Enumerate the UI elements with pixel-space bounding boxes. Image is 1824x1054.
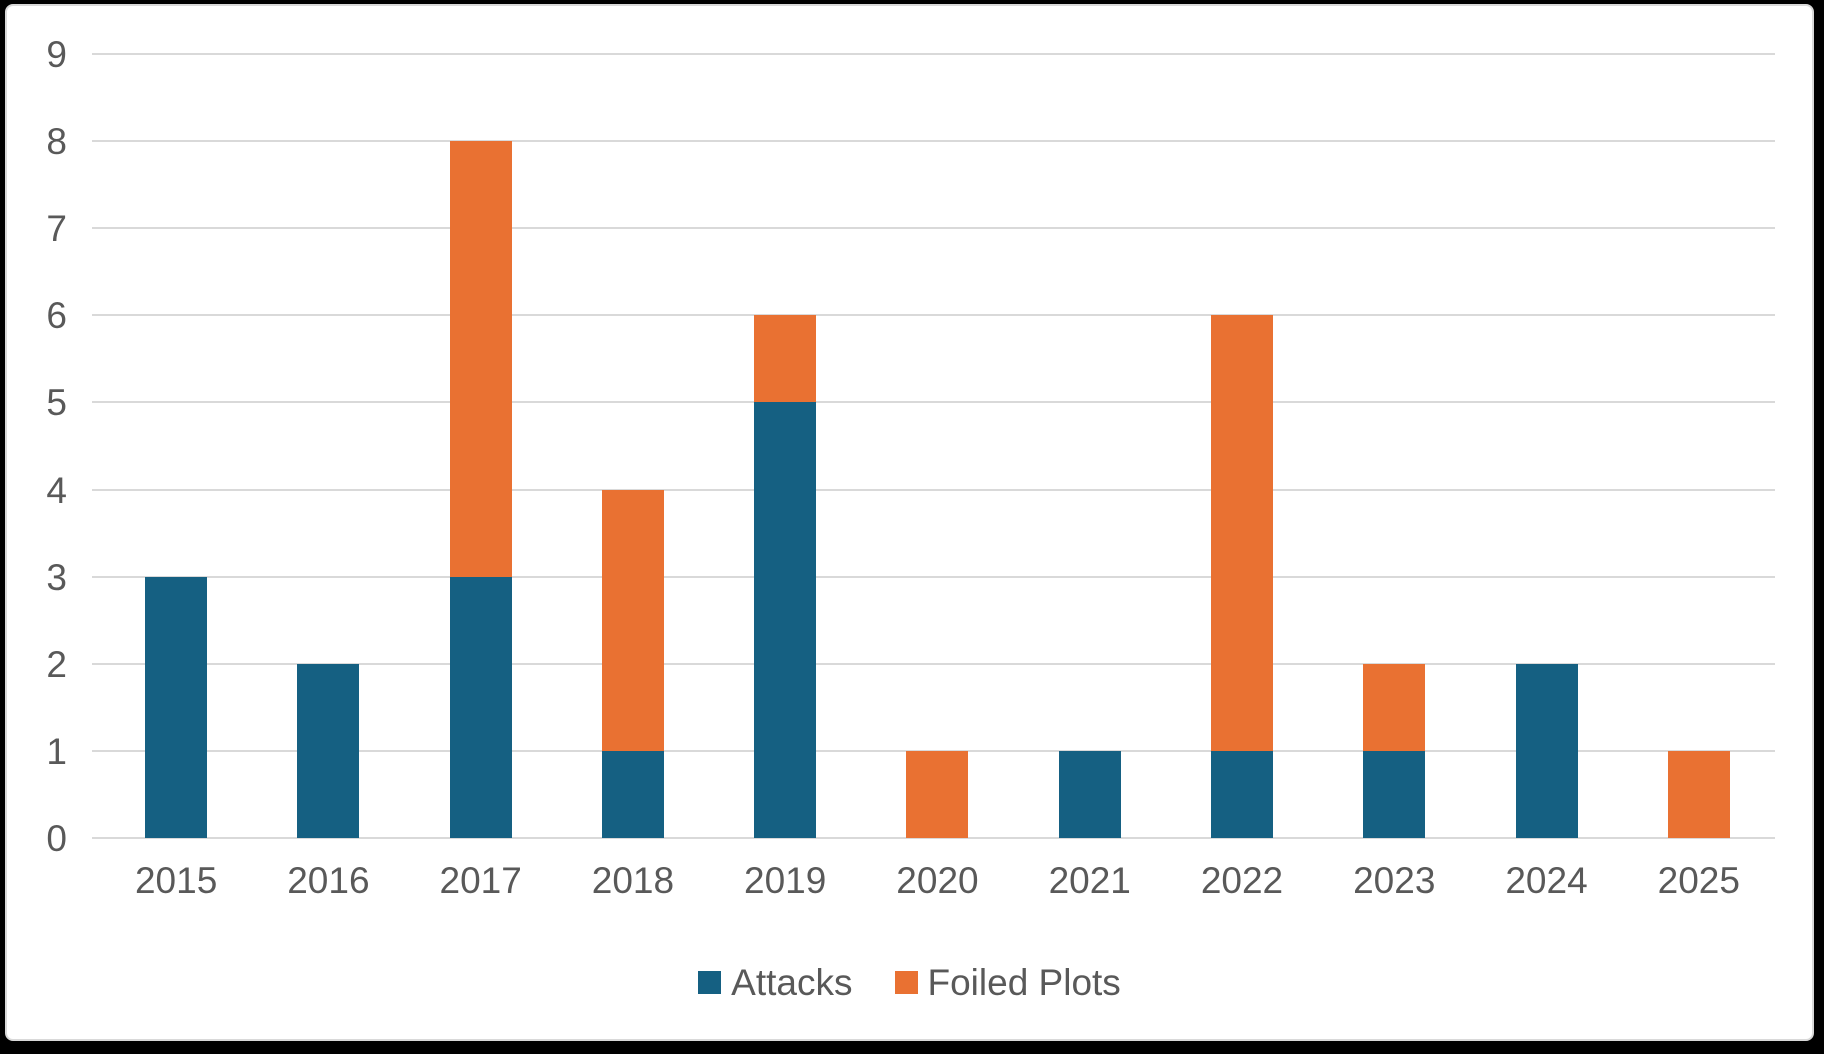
y-tick-label-8: 8 <box>46 121 67 163</box>
attacks-bar-segment-2019 <box>754 402 817 838</box>
attacks-bar-segment-2016 <box>297 663 360 838</box>
bar-column-2022 <box>1166 54 1318 838</box>
bar-stack-2022 <box>1210 315 1273 838</box>
y-tick-label-6: 6 <box>46 295 67 337</box>
foiled-plots-bar-segment-2018 <box>601 489 664 751</box>
legend-label: Attacks <box>731 962 853 1003</box>
foiled-plots-bar-segment-2017 <box>449 141 512 577</box>
y-tick-label-9: 9 <box>46 34 67 75</box>
bar-column-2024 <box>1470 54 1622 838</box>
foiled-plots-bar-segment-2020 <box>906 750 969 838</box>
bar-column-2016 <box>252 54 404 838</box>
x-axis-tick-labels: 2015 2016 2017 2018 2019 2020 2021 2022 2023 2024… <box>100 862 1775 899</box>
gridline-5 <box>92 401 1775 404</box>
foiled-plots-bar-segment-2019 <box>754 315 817 403</box>
bar-stack-2023 <box>1363 663 1426 838</box>
plot-area <box>92 53 1775 839</box>
attacks-bar-segment-2017 <box>449 576 512 838</box>
x-tick-label-2018: 2018 <box>591 860 675 901</box>
bar-stack-2019 <box>754 315 817 838</box>
bar-column-2018 <box>557 54 709 838</box>
legend: Attacks Foiled Plots <box>7 964 1812 1001</box>
bar-stack-2025 <box>1667 750 1730 838</box>
foiled-plots-bar-segment-2022 <box>1210 315 1273 751</box>
gridline-7 <box>92 227 1775 230</box>
bar-columns <box>100 54 1775 838</box>
gridline-8 <box>92 140 1775 143</box>
y-tick-label-4: 4 <box>46 469 67 511</box>
bar-stack-2024 <box>1515 663 1578 838</box>
bar-stack-2021 <box>1058 750 1121 838</box>
bar-column-2025 <box>1623 54 1775 838</box>
bar-stack-2016 <box>297 663 360 838</box>
gridline-1 <box>92 749 1775 752</box>
y-axis-tick-labels: 0 1 2 3 4 5 6 7 8 9 <box>7 6 67 1039</box>
attacks-bar-segment-2018 <box>601 750 664 838</box>
x-tick-label-2022: 2022 <box>1200 860 1284 901</box>
gridline-0 <box>92 837 1775 839</box>
attacks-bar-segment-2024 <box>1515 663 1578 838</box>
y-tick-label-0: 0 <box>46 818 67 859</box>
bar-stack-2020 <box>906 750 969 838</box>
attacks-bar-segment-2021 <box>1058 750 1121 838</box>
bar-column-2015 <box>100 54 252 838</box>
bar-column-2019 <box>709 54 861 838</box>
legend-swatch-icon <box>894 971 918 994</box>
attacks-bar-segment-2023 <box>1363 750 1426 838</box>
gridline-2 <box>92 662 1775 665</box>
gridline-4 <box>92 488 1775 491</box>
x-tick-label-2020: 2020 <box>896 860 979 901</box>
x-tick-label-2016: 2016 <box>287 860 370 901</box>
gridline-3 <box>92 575 1775 578</box>
attacks-bar-segment-2022 <box>1210 750 1273 838</box>
bar-column-2017 <box>405 54 557 838</box>
foiled-plots-bar-segment-2023 <box>1363 663 1426 751</box>
attacks-bar-segment-2015 <box>145 576 208 838</box>
bar-stack-2015 <box>145 576 208 838</box>
foiled-plots-bar-segment-2025 <box>1667 750 1730 838</box>
y-tick-label-7: 7 <box>46 208 67 250</box>
x-tick-label-2025: 2025 <box>1657 860 1740 901</box>
legend-item-attacks: Attacks <box>698 962 853 1003</box>
gridline-9 <box>92 53 1775 55</box>
x-tick-label-2015: 2015 <box>134 860 218 901</box>
legend-item-foiled-plots: Foiled Plots <box>894 962 1121 1003</box>
bar-column-2020 <box>861 54 1013 838</box>
y-tick-label-3: 3 <box>46 556 67 598</box>
legend-swatch-icon <box>698 971 722 994</box>
gridline-6 <box>92 314 1775 317</box>
bar-stack-2018 <box>601 489 664 838</box>
y-tick-label-2: 2 <box>46 643 67 685</box>
legend-label: Foiled Plots <box>927 962 1121 1003</box>
x-tick-label-2017: 2017 <box>439 860 522 901</box>
bar-column-2021 <box>1014 54 1166 838</box>
y-tick-label-1: 1 <box>46 730 67 772</box>
x-tick-label-2023: 2023 <box>1353 860 1436 901</box>
bar-column-2023 <box>1318 54 1470 838</box>
x-tick-label-2021: 2021 <box>1048 860 1131 901</box>
bar-stack-2017 <box>449 141 512 838</box>
x-tick-label-2019: 2019 <box>744 860 827 901</box>
x-tick-label-2024: 2024 <box>1505 860 1588 901</box>
y-tick-label-5: 5 <box>46 382 67 424</box>
